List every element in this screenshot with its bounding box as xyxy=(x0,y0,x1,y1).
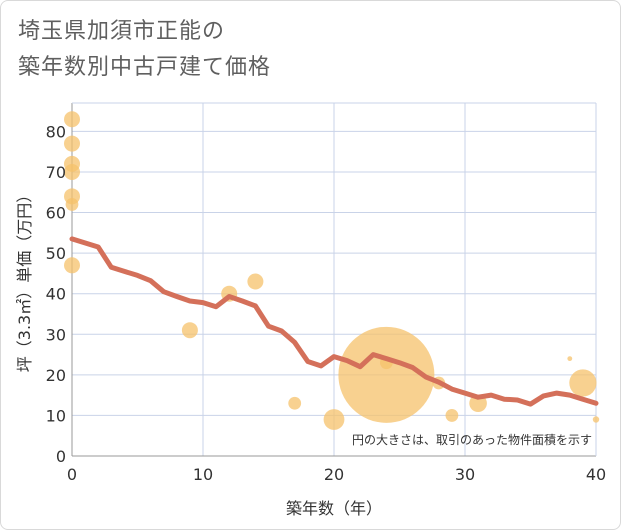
y-tick-label: 10 xyxy=(46,406,66,425)
data-bubble xyxy=(64,257,80,274)
x-tick-label: 40 xyxy=(586,465,606,484)
data-bubble xyxy=(567,356,573,362)
title-line-2: 築年数別中古戸建て価格 xyxy=(18,55,272,80)
data-bubble xyxy=(247,273,264,290)
x-axis-title: 築年数（年） xyxy=(286,499,382,518)
data-bubble xyxy=(592,416,600,423)
data-bubble xyxy=(65,198,79,211)
data-bubble xyxy=(338,326,435,423)
y-axis-title: 坪（3.3㎡）単価（万円） xyxy=(15,187,34,372)
y-tick-label: 80 xyxy=(46,122,66,141)
x-tick-label: 20 xyxy=(324,465,344,484)
y-tick-label: 70 xyxy=(46,163,66,182)
y-tick-label: 0 xyxy=(56,447,66,466)
data-bubble xyxy=(288,396,302,410)
size-note: 円の大きさは、取引のあった物件面積を示す xyxy=(352,432,592,447)
data-bubble xyxy=(64,111,80,128)
data-bubble xyxy=(569,369,597,397)
x-tick-label: 0 xyxy=(67,465,77,484)
y-tick-label: 50 xyxy=(46,244,66,263)
data-bubble xyxy=(64,135,80,152)
data-bubble xyxy=(323,409,345,430)
y-tick-label: 30 xyxy=(46,325,66,344)
trend-line xyxy=(69,236,599,407)
y-tick-label: 20 xyxy=(46,366,66,385)
y-tick-label: 60 xyxy=(46,204,66,223)
x-tick-label: 30 xyxy=(455,465,475,484)
axis-ticks: 0 10 20 30 40 0 10 20 30 40 50 60 70 80 xyxy=(46,122,607,484)
grid-lines xyxy=(71,102,597,457)
data-bubble xyxy=(181,322,198,339)
bubble-series xyxy=(64,111,600,430)
page-title: 埼玉県加須市正能の 築年数別中古戸建て価格 xyxy=(18,14,271,86)
x-tick-label: 10 xyxy=(193,465,213,484)
title-line-1: 埼玉県加須市正能の xyxy=(18,19,226,44)
y-tick-label: 40 xyxy=(46,285,66,304)
data-bubble xyxy=(64,163,80,180)
data-bubble xyxy=(445,409,459,422)
